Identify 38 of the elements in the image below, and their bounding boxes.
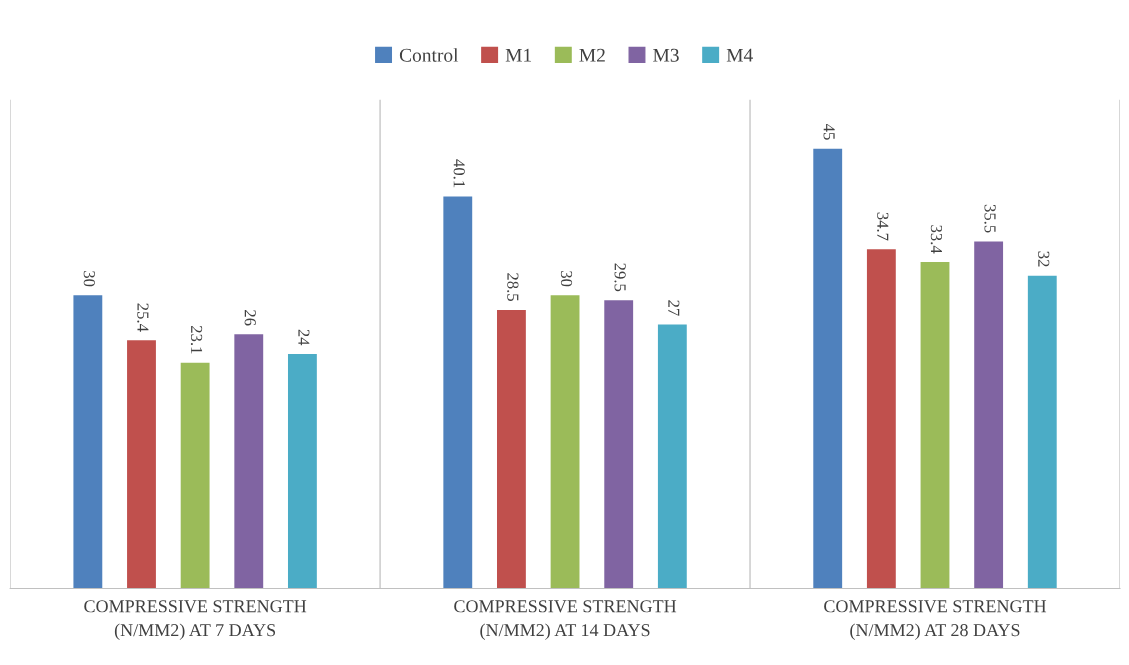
x-tick-label: COMPRESSIVE STRENGTH (N/MM2) AT 14 DAYS bbox=[454, 600, 677, 640]
bar bbox=[127, 340, 156, 589]
data-label: 25.4 bbox=[137, 303, 149, 332]
data-label: 33.4 bbox=[930, 225, 943, 254]
data-label: 26 bbox=[244, 310, 256, 326]
bar bbox=[550, 295, 580, 589]
bar bbox=[920, 262, 950, 589]
data-label: 34.7 bbox=[877, 212, 889, 241]
data-label: 32 bbox=[1038, 251, 1050, 267]
bar bbox=[73, 295, 103, 589]
data-label: 45 bbox=[823, 123, 835, 140]
legend-label: M4 bbox=[726, 48, 753, 62]
legend-label: M2 bbox=[579, 48, 605, 62]
bar bbox=[497, 309, 526, 589]
bar bbox=[287, 353, 317, 589]
data-label: 40.1 bbox=[453, 159, 465, 188]
data-label: 29.5 bbox=[614, 263, 626, 292]
data-label: 23.1 bbox=[190, 325, 203, 354]
bar bbox=[234, 334, 264, 589]
bar bbox=[443, 196, 473, 589]
x-tick-label: COMPRESSIVE STRENGTH (N/MM2) AT 7 DAYS bbox=[84, 600, 307, 640]
data-label: 35.5 bbox=[984, 204, 996, 233]
bar bbox=[180, 362, 210, 589]
data-label: 30 bbox=[560, 271, 573, 287]
data-label: 30 bbox=[83, 271, 95, 287]
x-tick-label: COMPRESSIVE STRENGTH (N/MM2) AT 28 DAYS bbox=[824, 600, 1047, 640]
legend-label: Control bbox=[399, 48, 459, 62]
data-label: 28.5 bbox=[507, 273, 519, 301]
bar bbox=[604, 300, 634, 589]
data-label: 27 bbox=[668, 300, 680, 316]
data-label: 24 bbox=[298, 329, 310, 346]
bar bbox=[974, 241, 1004, 589]
bar bbox=[1027, 275, 1057, 589]
bar bbox=[813, 148, 843, 589]
legend-label: M1 bbox=[505, 48, 532, 62]
bar bbox=[657, 324, 687, 589]
legend-label: M3 bbox=[653, 48, 679, 62]
bar bbox=[866, 249, 896, 589]
